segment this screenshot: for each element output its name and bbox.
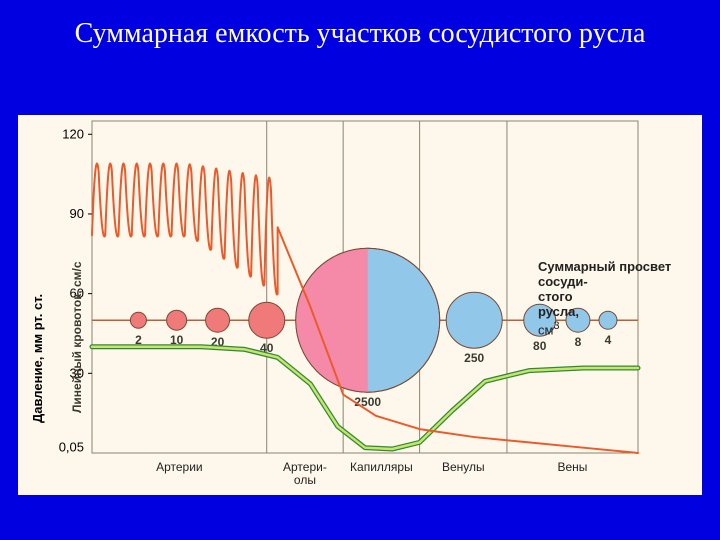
svg-text:250: 250 [464, 351, 484, 365]
svg-text:Венулы: Венулы [442, 460, 485, 474]
svg-text:0,05: 0,05 [59, 440, 84, 455]
y-axis-label-velocity: Линейный кровоток, см/с [70, 262, 84, 414]
y-axis-label-pressure: Давление, мм рт. ст. [30, 294, 45, 423]
right-lumen-label: Суммарный просветсосуди-стогорусла,см3 [538, 260, 698, 338]
svg-text:олы: олы [294, 473, 316, 487]
svg-text:90: 90 [70, 206, 84, 221]
svg-text:Артерии: Артерии [156, 460, 203, 474]
chart-panel: 1209060300,05210204025002508084АртерииАр… [18, 115, 702, 495]
svg-text:Вены: Вены [558, 460, 588, 474]
slide: Суммарная емкость участков сосудистого р… [0, 0, 720, 540]
svg-text:Капилляры: Капилляры [350, 460, 413, 474]
svg-text:80: 80 [533, 339, 547, 353]
svg-text:Артери-: Артери- [283, 460, 327, 474]
svg-text:2500: 2500 [354, 395, 381, 409]
slide-title: Суммарная емкость участков сосудистого р… [0, 16, 720, 51]
svg-text:120: 120 [62, 126, 84, 141]
